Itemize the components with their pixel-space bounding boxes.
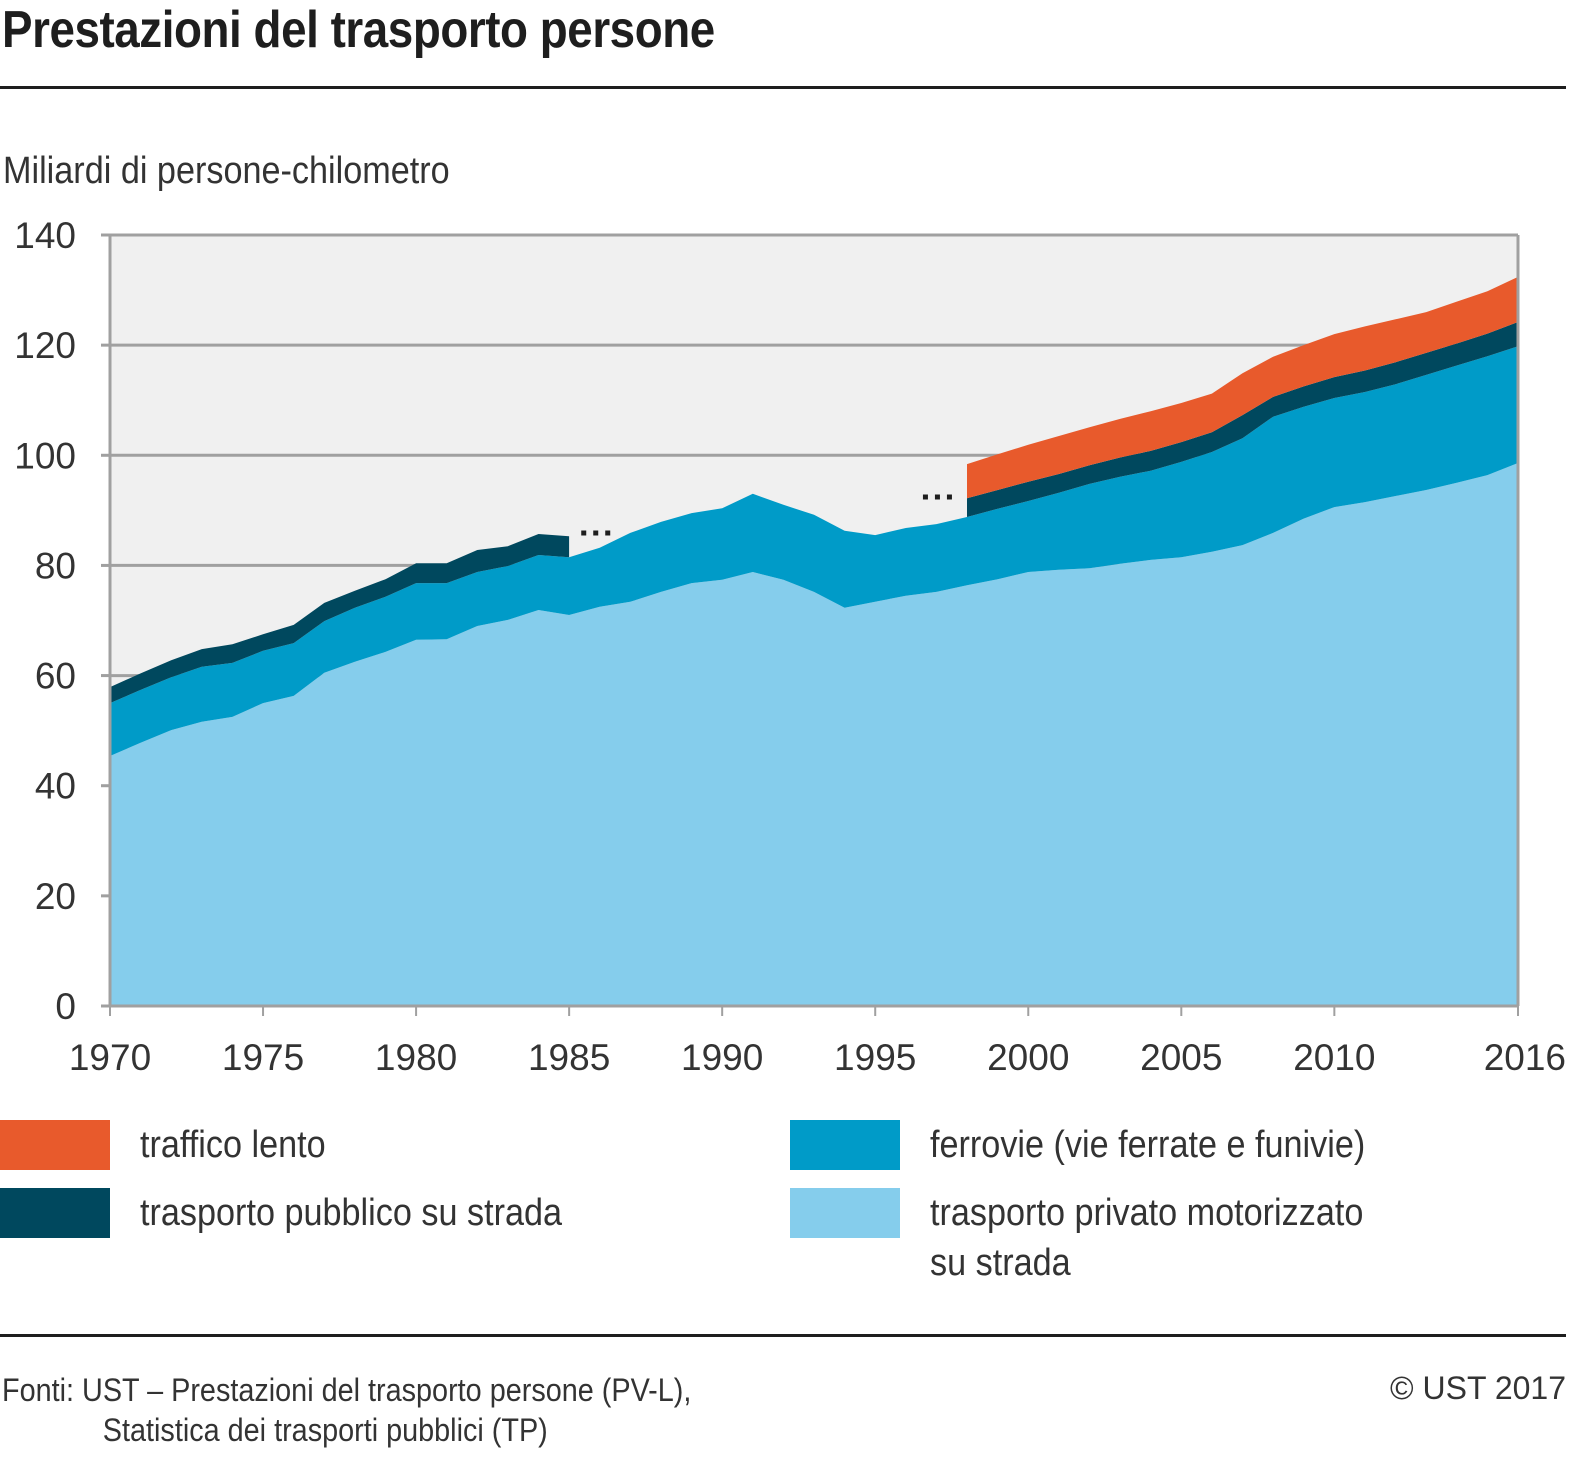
- x-tick-label: 1990: [681, 1037, 763, 1078]
- area-trasporto-pubblico-su-strada-segment-1: [110, 534, 570, 704]
- legend-label: trasporto privato motorizzato su strada: [930, 1188, 1363, 1288]
- legend-label: ferrovie (vie ferrate e funivie): [930, 1124, 1366, 1166]
- gap-dot: [581, 530, 587, 536]
- y-tick-label: 120: [14, 325, 76, 366]
- x-tick-label: 1995: [834, 1037, 916, 1078]
- x-tick-label: 1975: [222, 1037, 304, 1078]
- x-tick-label: 2000: [987, 1037, 1069, 1078]
- copyright: © UST 2017: [1390, 1370, 1566, 1406]
- y-axis-ticks: 0 20 40 60 80 100 120 140: [14, 215, 110, 1027]
- legend-label-line2: su strada: [930, 1242, 1071, 1284]
- legend-swatch-trasporto-pubblico: [0, 1188, 110, 1238]
- gap-markers: [581, 494, 952, 536]
- gap-dot: [605, 530, 611, 536]
- legend-swatch-traffico-lento: [0, 1120, 110, 1170]
- y-axis-unit-label: Miliardi di persone-chilometro: [3, 150, 450, 192]
- source-line-2: Statistica dei trasporti pubblici (TP): [102, 1412, 548, 1448]
- area-trasporto-pubblico-su-strada-segment-2: [967, 322, 1518, 517]
- gap-dot: [934, 494, 940, 500]
- source-line-1: Fonti: UST – Prestazioni del trasporto p…: [2, 1372, 692, 1408]
- area-layers: [110, 276, 1518, 1006]
- x-tick-label: 1985: [528, 1037, 610, 1078]
- area-ferrovie: [110, 346, 1518, 756]
- x-tick-label: 1970: [69, 1037, 151, 1078]
- legend-label: trasporto pubblico su strada: [140, 1192, 563, 1234]
- y-tick-label: 40: [35, 766, 76, 807]
- y-tick-label: 60: [35, 656, 76, 697]
- y-tick-label: 20: [35, 876, 76, 917]
- footer-divider: [0, 1334, 1566, 1337]
- y-tick-label: 80: [35, 545, 76, 586]
- area-trasporto-privato: [110, 463, 1518, 1006]
- gap-marker-1985: [581, 530, 611, 536]
- source-note: Fonti: UST – Prestazioni del trasporto p…: [2, 1370, 691, 1450]
- legend-item-trasporto-privato: trasporto privato motorizzato su strada: [790, 1188, 1412, 1288]
- legend-swatch-ferrovie: [790, 1120, 900, 1170]
- area-traffico-lento: [967, 276, 1518, 499]
- y-tick-label: 100: [14, 435, 76, 476]
- legend-label: traffico lento: [140, 1124, 326, 1166]
- legend-item-traffico-lento: traffico lento: [0, 1120, 346, 1170]
- x-tick-label: 2005: [1140, 1037, 1222, 1078]
- gap-dot: [593, 530, 599, 536]
- legend-label-line1: trasporto privato motorizzato: [930, 1192, 1364, 1234]
- legend-item-ferrovie: ferrovie (vie ferrate e funivie): [790, 1120, 1414, 1170]
- x-tick-label: 2010: [1293, 1037, 1375, 1078]
- gap-dot: [946, 494, 952, 500]
- axes: [101, 233, 1520, 1008]
- gap-marker-1998: [922, 494, 952, 500]
- y-tick-label: 0: [55, 986, 76, 1027]
- legend-item-trasporto-pubblico: trasporto pubblico su strada: [0, 1188, 609, 1238]
- legend-swatch-trasporto-privato: [790, 1188, 900, 1238]
- x-tick-label: 1980: [375, 1037, 457, 1078]
- x-tick-label: 2016: [1484, 1037, 1566, 1078]
- gap-dot: [922, 494, 928, 500]
- chart-title: Prestazioni del trasporto persone: [2, 1, 715, 59]
- x-axis-ticks: 1970 1975 1980 1985 1990 1995 2000 2005 2010 2016: [69, 1006, 1566, 1078]
- title-divider: [0, 86, 1566, 89]
- y-tick-label: 140: [14, 215, 76, 256]
